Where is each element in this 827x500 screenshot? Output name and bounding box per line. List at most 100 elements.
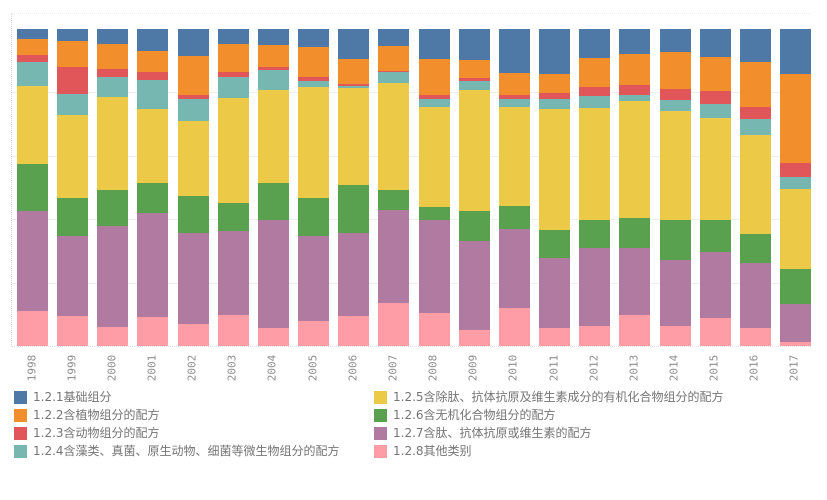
bar-segment[interactable]	[17, 164, 48, 211]
bar-segment[interactable]	[57, 67, 89, 94]
legend-item[interactable]: 1.2.7含肽、抗体抗原或维生素的配方	[374, 427, 724, 440]
bar-segment[interactable]	[57, 198, 89, 237]
bar-segment[interactable]	[217, 29, 249, 44]
bar-segment[interactable]	[177, 232, 209, 324]
bar-segment[interactable]	[378, 189, 410, 210]
bar-segment[interactable]	[418, 313, 450, 346]
bar-segment[interactable]	[498, 29, 530, 73]
bar-segment[interactable]	[57, 93, 89, 116]
bar-segment[interactable]	[17, 55, 48, 62]
legend-item[interactable]: 1.2.8其他类别	[374, 445, 724, 458]
bar-segment[interactable]	[739, 62, 771, 108]
bar-segment[interactable]	[539, 99, 571, 110]
legend-item[interactable]: 1.2.3含动物组分的配方	[14, 427, 340, 440]
bar-segment[interactable]	[539, 258, 571, 328]
bar-segment[interactable]	[699, 220, 731, 253]
bar-segment[interactable]	[779, 29, 811, 75]
bar-segment[interactable]	[57, 40, 89, 68]
bar-segment[interactable]	[257, 183, 289, 220]
bar-segment[interactable]	[338, 84, 370, 86]
bar-segment[interactable]	[217, 203, 249, 232]
bar-segment[interactable]	[498, 95, 530, 100]
bar-segment[interactable]	[257, 327, 289, 346]
bar-segment[interactable]	[539, 230, 571, 259]
bar-segment[interactable]	[739, 107, 771, 120]
bar-segment[interactable]	[338, 59, 370, 85]
bar-segment[interactable]	[458, 80, 490, 90]
bar-segment[interactable]	[739, 134, 771, 235]
bar-segment[interactable]	[418, 220, 450, 314]
bar-segment[interactable]	[97, 96, 129, 190]
bar-segment[interactable]	[539, 327, 571, 346]
bar-segment[interactable]	[338, 233, 370, 316]
bar-segment[interactable]	[298, 29, 330, 48]
bar-segment[interactable]	[619, 100, 651, 218]
bar-segment[interactable]	[217, 77, 249, 98]
bar-segment[interactable]	[97, 29, 129, 44]
bar-segment[interactable]	[739, 234, 771, 264]
bar-segment[interactable]	[177, 95, 209, 100]
bar-segment[interactable]	[177, 99, 209, 121]
bar-segment[interactable]	[17, 85, 48, 165]
bar-segment[interactable]	[779, 269, 811, 304]
bar-segment[interactable]	[418, 58, 450, 96]
bar-segment[interactable]	[539, 92, 571, 100]
bar-segment[interactable]	[298, 81, 330, 88]
bar-segment[interactable]	[739, 119, 771, 135]
bar-segment[interactable]	[137, 80, 169, 109]
bar-segment[interactable]	[498, 307, 530, 346]
bar-segment[interactable]	[458, 90, 490, 212]
bar-segment[interactable]	[779, 188, 811, 270]
bar-segment[interactable]	[97, 327, 129, 346]
bar-segment[interactable]	[217, 43, 249, 73]
bar-segment[interactable]	[659, 88, 691, 101]
bar-segment[interactable]	[418, 206, 450, 221]
bar-segment[interactable]	[97, 225, 129, 327]
bar-segment[interactable]	[418, 29, 450, 59]
legend-item[interactable]: 1.2.2含植物组分的配方	[14, 409, 340, 422]
bar-segment[interactable]	[739, 263, 771, 328]
bar-segment[interactable]	[298, 198, 330, 237]
bar-segment[interactable]	[378, 70, 410, 73]
bar-segment[interactable]	[498, 106, 530, 207]
bar-segment[interactable]	[97, 43, 129, 69]
bar-segment[interactable]	[418, 95, 450, 100]
bar-segment[interactable]	[257, 90, 289, 184]
bar-segment[interactable]	[418, 99, 450, 107]
bar-segment[interactable]	[378, 302, 410, 346]
bar-segment[interactable]	[779, 176, 811, 189]
bar-segment[interactable]	[458, 29, 490, 60]
bar-segment[interactable]	[539, 109, 571, 231]
bar-segment[interactable]	[217, 314, 249, 347]
bar-segment[interactable]	[257, 29, 289, 46]
bar-segment[interactable]	[418, 106, 450, 207]
bar-segment[interactable]	[298, 76, 330, 82]
legend-item[interactable]: 1.2.5含除肽、抗体抗原及维生素成分的有机化合物组分的配方	[374, 391, 724, 404]
bar-segment[interactable]	[97, 68, 129, 77]
bar-segment[interactable]	[498, 229, 530, 308]
bar-segment[interactable]	[137, 72, 169, 81]
bar-segment[interactable]	[257, 70, 289, 91]
bar-segment[interactable]	[659, 52, 691, 89]
bar-segment[interactable]	[739, 29, 771, 62]
bar-segment[interactable]	[458, 77, 490, 81]
bar-segment[interactable]	[298, 236, 330, 321]
bar-segment[interactable]	[298, 320, 330, 347]
legend-item[interactable]: 1.2.4含藻类、真菌、原生动物、细菌等微生物组分的配方	[14, 445, 340, 458]
bar-segment[interactable]	[97, 76, 129, 97]
bar-segment[interactable]	[298, 47, 330, 77]
bar-segment[interactable]	[619, 248, 651, 315]
bar-segment[interactable]	[137, 317, 169, 347]
bar-segment[interactable]	[338, 315, 370, 347]
bar-segment[interactable]	[619, 217, 651, 249]
bar-segment[interactable]	[619, 314, 651, 347]
bar-segment[interactable]	[57, 315, 89, 346]
bar-segment[interactable]	[659, 220, 691, 260]
bar-segment[interactable]	[619, 95, 651, 101]
bar-segment[interactable]	[539, 29, 571, 74]
legend-item[interactable]: 1.2.6含无机化合物组分的配方	[374, 409, 724, 422]
bar-segment[interactable]	[579, 326, 611, 346]
bar-segment[interactable]	[659, 100, 691, 111]
bar-segment[interactable]	[137, 212, 169, 318]
bar-segment[interactable]	[17, 61, 48, 86]
